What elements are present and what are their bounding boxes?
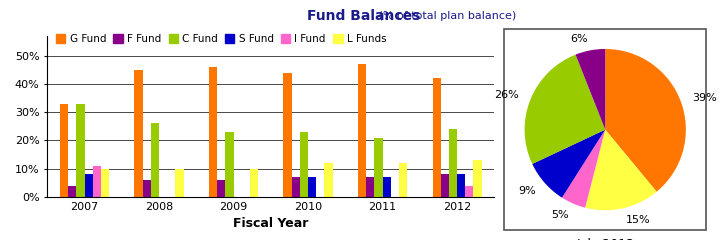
Wedge shape (562, 130, 605, 208)
Wedge shape (532, 130, 605, 198)
Wedge shape (525, 55, 605, 164)
Bar (366, 177, 374, 197)
Bar (358, 64, 366, 197)
Bar (465, 186, 473, 197)
Bar (374, 138, 382, 197)
Wedge shape (605, 49, 686, 192)
Bar (217, 180, 225, 197)
Text: Fund Balances: Fund Balances (307, 9, 420, 23)
Bar (284, 73, 292, 197)
Legend: G Fund, F Fund, C Fund, S Fund, I Fund, L Funds: G Fund, F Fund, C Fund, S Fund, I Fund, … (56, 34, 386, 44)
Text: 9%: 9% (518, 186, 536, 196)
Bar (225, 132, 233, 197)
Bar (433, 78, 441, 197)
Wedge shape (576, 49, 606, 130)
X-axis label: Fiscal Year: Fiscal Year (233, 217, 308, 230)
Bar (300, 132, 308, 197)
Bar (324, 163, 333, 197)
Bar (175, 168, 184, 197)
Bar (449, 129, 457, 197)
Text: July 2013: July 2013 (577, 238, 634, 240)
Bar (292, 177, 300, 197)
Bar (68, 186, 76, 197)
Bar (250, 168, 258, 197)
Bar (101, 168, 109, 197)
Bar (93, 166, 101, 197)
Bar (308, 177, 316, 197)
Text: (% of total plan balance): (% of total plan balance) (375, 11, 516, 21)
Bar (505, 29, 706, 230)
Text: 15%: 15% (625, 215, 650, 225)
Text: 5%: 5% (551, 210, 569, 220)
Bar (60, 104, 68, 197)
Text: 6%: 6% (570, 34, 588, 43)
Text: 39%: 39% (693, 93, 718, 103)
Bar (76, 104, 84, 197)
Bar (150, 123, 159, 197)
Bar (84, 174, 93, 197)
Wedge shape (585, 130, 656, 210)
Bar (142, 180, 150, 197)
Bar (382, 177, 391, 197)
Bar (441, 174, 449, 197)
Bar (399, 163, 407, 197)
Bar (134, 70, 142, 197)
Bar (457, 174, 465, 197)
Bar (209, 67, 217, 197)
Text: 26%: 26% (494, 90, 519, 101)
Bar (473, 160, 482, 197)
